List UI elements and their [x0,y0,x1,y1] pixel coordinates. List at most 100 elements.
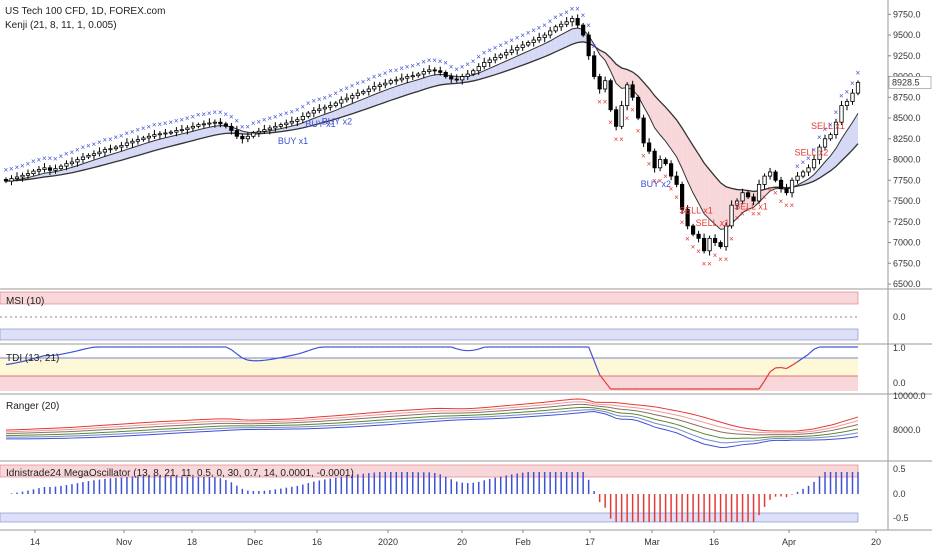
trend-marker-up: × [240,122,245,131]
trend-marker-up: × [801,158,806,167]
trend-marker-up: × [493,43,498,52]
trend-marker-up: × [509,36,514,45]
candle-body [559,24,562,26]
candle-body [301,116,304,119]
trend-marker-up: × [102,136,107,145]
candle-body [334,103,337,105]
time-tick-label: Apr [782,537,796,547]
candle-body [845,101,848,105]
time-tick-label: Mar [644,537,660,547]
trend-marker-up: × [355,79,360,88]
candle-body [812,160,815,168]
trend-marker-up: × [443,58,448,67]
trend-marker-up: × [339,86,344,95]
candle-body [219,122,222,124]
candle-body [790,180,793,192]
candle-body [537,38,540,40]
candle-body [466,74,469,76]
candle-body [779,180,782,188]
candle-body [246,136,249,138]
candle-body [609,81,612,110]
candle-body [175,130,178,132]
trend-marker-up: × [592,42,597,51]
candle-body [202,124,205,125]
candle-body [625,85,628,106]
candle-body [483,62,486,66]
candle-body [103,150,106,152]
candle-body [136,140,139,142]
trend-marker-up: × [454,65,459,74]
signal-label: SELL x1 [696,218,730,228]
candle [636,95,639,120]
candle-body [543,35,546,37]
trend-marker-up: × [234,117,239,126]
trend-marker-down: × [674,193,679,202]
candle-body [10,179,13,181]
trend-marker-up: × [498,41,503,50]
tdi-pane-title: TDI (13, 21) [6,353,59,364]
candle-body [642,118,645,143]
trend-marker-down: × [630,106,635,115]
candle [856,80,859,95]
trend-marker-up: × [394,66,399,75]
price-tick-label: 9250.0 [893,51,921,61]
candle-body [620,106,623,127]
trend-marker-up: × [168,118,173,127]
trend-marker-down: × [707,259,712,268]
candle-body [669,164,672,176]
trend-marker-up: × [256,117,261,126]
trend-marker-up: × [36,156,41,165]
candle-body [581,25,584,35]
candle-body [158,134,161,135]
price-tick-label: 8250.0 [893,134,921,144]
price-tick-label: 7000.0 [893,238,921,248]
trend-marker-up: × [91,140,96,149]
candle-body [724,226,727,247]
trend-marker-up: × [229,112,234,121]
candle [774,170,777,182]
time-tick-label: 17 [585,537,595,547]
candle-body [15,177,18,179]
candle-body [565,22,568,24]
trend-marker-up: × [537,24,542,33]
candle-body [840,106,843,123]
candle-body [59,166,62,168]
candle-body [213,122,216,123]
candle-body [603,81,606,89]
trend-marker-down: × [685,234,690,243]
ribbon-segment [710,170,715,225]
candle-body [548,31,551,35]
candle-body [598,77,601,89]
candle-body [296,120,299,122]
ribbon-segment [435,74,440,86]
trend-marker-up: × [25,160,30,169]
time-tick-label: 16 [312,537,322,547]
trend-marker-up: × [141,124,146,133]
candle-body [702,238,705,250]
trend-marker-up: × [465,60,470,69]
candle-body [851,93,854,101]
trend-marker-up: × [245,122,250,131]
candle-body [43,168,46,170]
candle-body [774,172,777,180]
candle [691,224,694,236]
candle-body [477,67,480,71]
candle-body [180,130,183,131]
trend-marker-up: × [289,107,294,116]
candle-body [21,175,24,177]
trend-marker-up: × [262,116,267,125]
candle-body [461,77,464,80]
trend-marker-up: × [157,120,162,129]
candle-body [488,60,491,62]
trend-marker-up: × [97,138,102,147]
trend-marker-up: × [559,10,564,19]
candle-body [505,52,508,54]
trend-marker-down: × [680,218,685,227]
candle-body [455,79,458,80]
trend-marker-up: × [284,109,289,118]
trend-marker-down: × [702,259,707,268]
candle-body [444,72,447,76]
candle-body [422,72,425,74]
trend-marker-up: × [845,87,850,96]
